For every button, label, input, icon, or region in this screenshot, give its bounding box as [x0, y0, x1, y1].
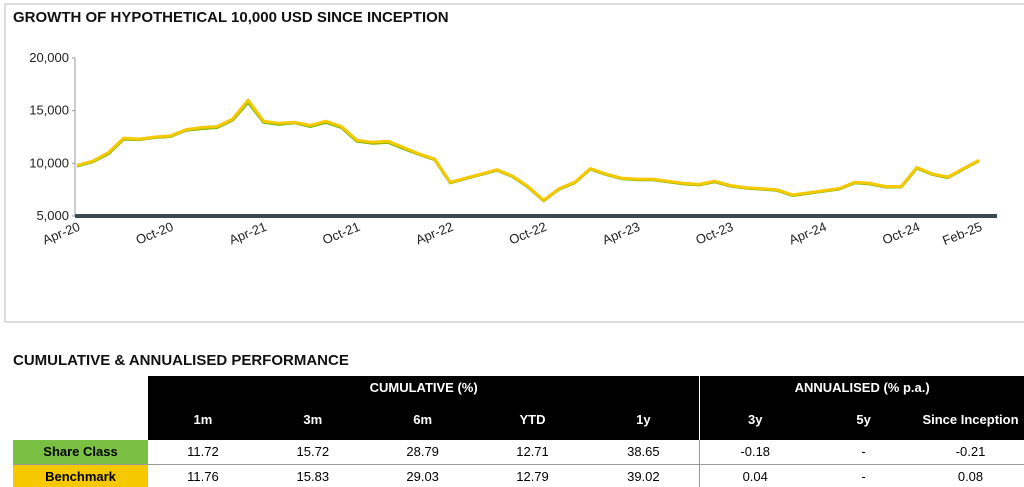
table-cell: 38.65	[587, 440, 701, 465]
column-header-row: 1m 3m 6m YTD 1y 3y 5y Since Inception	[148, 398, 1024, 440]
group-header-row: CUMULATIVE (%) ANNUALISED (% p.a.)	[148, 376, 1024, 398]
table-cell: -	[810, 464, 917, 487]
table-cell: 12.71	[477, 440, 588, 465]
x-tick-label: Apr-22	[414, 219, 456, 248]
y-tick-label: 20,000	[29, 50, 69, 65]
chart: GROWTH OF HYPOTHETICAL 10,000 USD SINCE …	[4, 3, 1024, 323]
row-label: Benchmark	[13, 465, 148, 487]
table-cell: 0.08	[917, 464, 1024, 487]
performance-table: CUMULATIVE (%) ANNUALISED (% p.a.) 1m 3m 6m Y…	[148, 376, 1024, 487]
table-row: 11.76 15.83 29.03 12.79 39.02 0.04-0.08	[148, 464, 1024, 487]
table-cell: 39.02	[587, 464, 701, 487]
table-cell: -0.18	[699, 440, 811, 465]
y-tick-label: 5,000	[36, 208, 69, 223]
table-cell: 29.03	[367, 464, 478, 487]
table-title: CUMULATIVE & ANNUALISED PERFORMANCE	[13, 352, 349, 369]
table-cell: 11.76	[148, 464, 258, 487]
x-tick-label: Oct-21	[320, 219, 362, 248]
x-tick-label: Apr-23	[600, 219, 642, 248]
column-header: 6m	[367, 398, 478, 440]
y-tick-label: 15,000	[29, 103, 69, 118]
x-tick-label: Oct-24	[880, 219, 922, 248]
column-header: 1m	[148, 398, 258, 440]
table-cell: 12.79	[477, 464, 588, 487]
y-tick-label: 10,000	[29, 155, 69, 170]
x-tick-label: Apr-21	[227, 219, 269, 248]
chart-frame	[4, 3, 1024, 323]
table-cell: 0.04	[699, 464, 811, 487]
row-label: Share Class	[13, 440, 148, 465]
group-header: CUMULATIVE (%)	[148, 376, 701, 398]
column-header: 3m	[257, 398, 368, 440]
x-tick-label: Feb-25	[940, 219, 984, 248]
table-cell: -	[810, 440, 917, 465]
table-cell: 28.79	[367, 440, 478, 465]
chart-title: GROWTH OF HYPOTHETICAL 10,000 USD SINCE …	[13, 9, 449, 26]
group-header: ANNUALISED (% p.a.)	[699, 376, 1024, 398]
table-cell: 11.72	[148, 440, 258, 465]
table-cell: -0.21	[917, 440, 1024, 465]
column-header: 3y	[699, 398, 811, 440]
x-tick-label: Oct-20	[134, 219, 176, 248]
column-header: 1y	[587, 398, 701, 440]
column-header: 5y	[810, 398, 917, 440]
x-tick-label: Apr-24	[787, 219, 829, 248]
table-row: 11.72 15.72 28.79 12.71 38.65 -0.18- -0.21	[148, 440, 1024, 465]
x-tick-label: Apr-20	[40, 219, 82, 248]
table-cell: 15.72	[257, 440, 368, 465]
column-header: Since Inception	[917, 398, 1024, 440]
x-tick-label: Oct-22	[507, 219, 549, 248]
column-header: YTD	[477, 398, 588, 440]
table-cell: 15.83	[257, 464, 368, 487]
series-line	[76, 98, 980, 202]
x-tick-label: Oct-23	[694, 219, 736, 248]
